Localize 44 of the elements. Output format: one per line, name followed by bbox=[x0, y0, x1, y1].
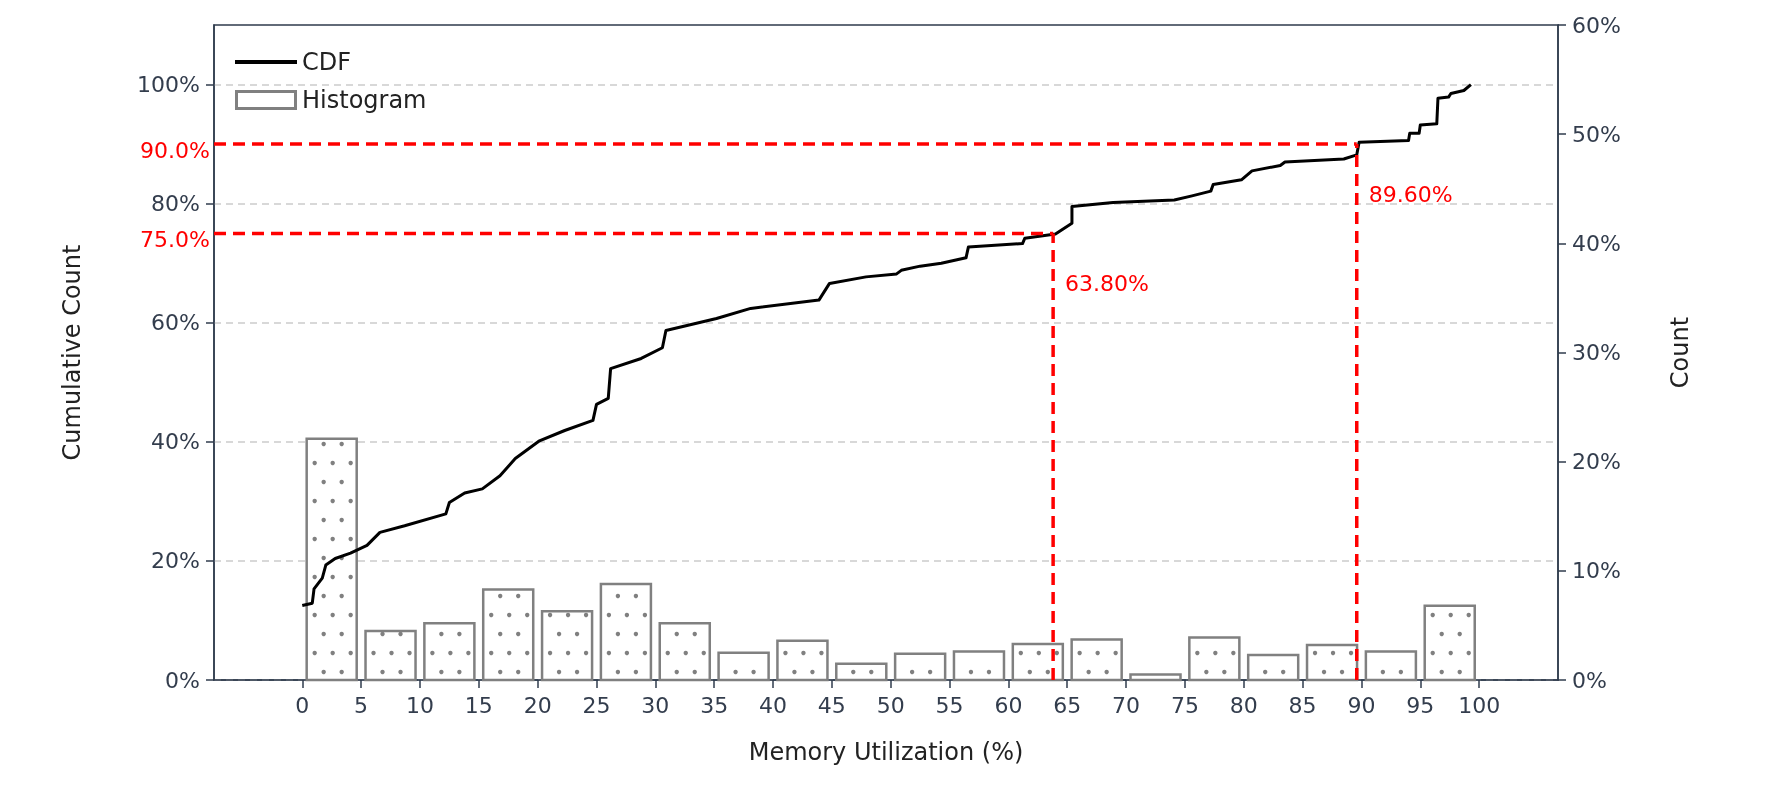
x-tick-label: 0 bbox=[295, 692, 310, 718]
x-tick-label: 45 bbox=[817, 692, 846, 718]
x-tick-label: 80 bbox=[1229, 692, 1258, 718]
legend-label: Histogram bbox=[302, 86, 427, 114]
y-tick-label: 100% bbox=[137, 72, 200, 98]
ref-line-label: 63.80% bbox=[1065, 270, 1150, 296]
y2-axis-title: Count bbox=[1666, 316, 1694, 389]
y2-tick-label: 60% bbox=[1572, 12, 1621, 38]
x-tick-label: 20 bbox=[523, 692, 552, 718]
x-tick-label: 5 bbox=[354, 692, 369, 718]
x-tick-label: 25 bbox=[582, 692, 611, 718]
ref-line-label: 75.0% bbox=[140, 226, 210, 252]
x-tick-label: 15 bbox=[464, 692, 493, 718]
y-tick-label: 60% bbox=[151, 310, 200, 336]
x-tick-label: 70 bbox=[1112, 692, 1141, 718]
y-tick-label: 80% bbox=[151, 191, 200, 217]
y2-tick-label: 20% bbox=[1572, 449, 1621, 475]
x-tick-label: 35 bbox=[700, 692, 729, 718]
x-tick-label: 30 bbox=[641, 692, 670, 718]
x-tick-label: 85 bbox=[1288, 692, 1317, 718]
x-tick-label: 95 bbox=[1406, 692, 1435, 718]
ref-line-label: 89.60% bbox=[1368, 181, 1453, 207]
y2-tick-label: 50% bbox=[1572, 121, 1621, 147]
x-tick-label: 55 bbox=[935, 692, 964, 718]
y2-tick-label: 30% bbox=[1572, 340, 1621, 365]
y2-tick-label: 0% bbox=[1572, 667, 1607, 693]
y-tick-label: 0% bbox=[165, 667, 200, 693]
legend-label: CDF bbox=[302, 48, 352, 76]
x-axis-title: Memory Utilization (%) bbox=[748, 738, 1024, 766]
y2-tick-label: 40% bbox=[1572, 230, 1621, 256]
y-tick-label: 20% bbox=[151, 548, 200, 574]
x-tick-label: 40 bbox=[759, 692, 788, 718]
x-tick-label: 65 bbox=[1053, 692, 1082, 718]
y-axis-title: Cumulative Count bbox=[58, 244, 86, 461]
x-tick-label: 10 bbox=[405, 692, 434, 718]
x-tick-label: 50 bbox=[876, 692, 905, 718]
x-tick-label: 90 bbox=[1347, 692, 1376, 718]
line-series bbox=[300, 83, 1473, 608]
ref-line-label: 90.0% bbox=[140, 137, 210, 163]
y-tick-label: 40% bbox=[151, 429, 200, 455]
x-tick-label: 60 bbox=[994, 692, 1023, 718]
y2-tick-label: 10% bbox=[1572, 558, 1621, 584]
x-tick-label: 75 bbox=[1170, 692, 1199, 718]
x-tick-label: 100 bbox=[1458, 692, 1501, 718]
